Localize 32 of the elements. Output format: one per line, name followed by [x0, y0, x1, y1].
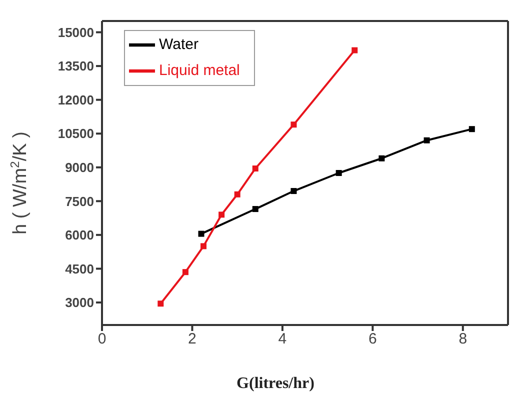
point [158, 300, 164, 307]
y-tick-label: 15000 [58, 24, 94, 40]
point [290, 122, 297, 128]
y-tick-label: 13500 [58, 58, 94, 74]
y-tick-label: 4500 [65, 261, 94, 276]
x-axis-title: G(litres/hr) [236, 375, 316, 393]
point [200, 243, 206, 250]
x-tick-label: 2 [188, 330, 196, 348]
point [336, 170, 342, 176]
y-tick-label: 9000 [65, 160, 94, 175]
y-tick-label: 12000 [58, 92, 94, 108]
point [252, 206, 258, 212]
x-tick-label: 6 [368, 330, 377, 348]
point [182, 269, 188, 276]
y-tick-label: 7500 [65, 194, 94, 209]
point [378, 155, 385, 162]
y-tick-label: 3000 [65, 295, 94, 310]
point [290, 188, 297, 194]
legend-label: Water [159, 36, 198, 53]
x-tick-label: 4 [278, 330, 287, 348]
legend-label: Liquid metal [159, 62, 240, 79]
point [218, 212, 225, 218]
point [352, 47, 358, 54]
y-tick-label: 10500 [58, 126, 94, 142]
x-tick-label: 0 [98, 330, 106, 348]
point [468, 126, 475, 132]
point [424, 137, 430, 144]
point [234, 191, 240, 198]
point [252, 165, 258, 172]
point [198, 230, 204, 237]
y-tick-label: 6000 [65, 228, 94, 243]
x-tick-label: 8 [458, 330, 468, 348]
